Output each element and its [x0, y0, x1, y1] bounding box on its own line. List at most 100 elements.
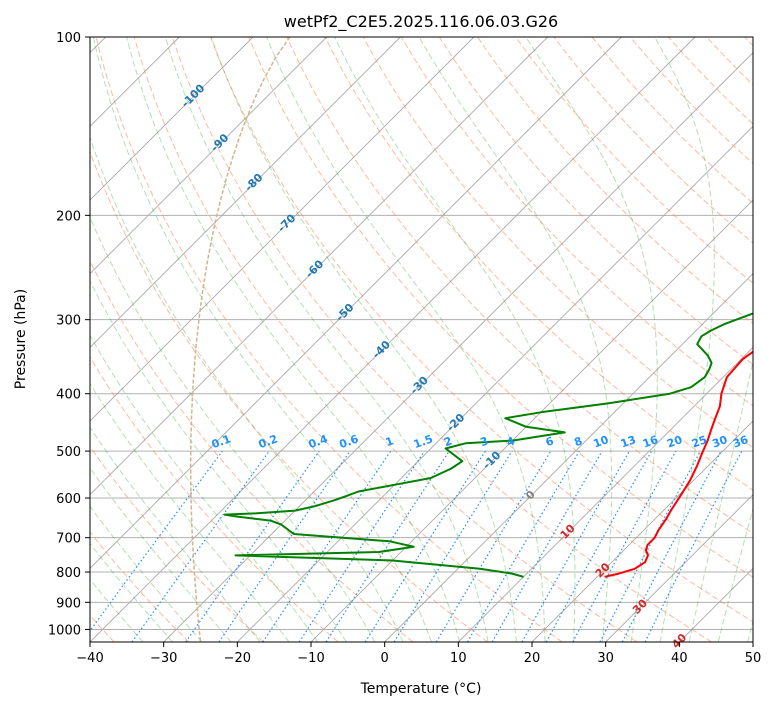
- dry-adiabat-line: [90, 259, 414, 642]
- isotherm-line: [90, 37, 548, 496]
- mixing-ratio-line: [185, 450, 320, 642]
- moist-adiabat-line: [90, 578, 144, 642]
- mixing-ratio-label: 10: [592, 433, 611, 451]
- mixing-ratio-label: 8: [572, 434, 584, 449]
- dry-adiabat-line: [95, 37, 563, 642]
- dry-adiabat-line: [90, 355, 339, 642]
- mixing-ratio-label: 25: [690, 433, 709, 450]
- x-axis: −40 −30 −20 −10 0 10 20 30 40 50: [76, 642, 761, 666]
- y-tick-label: 1000: [48, 623, 81, 638]
- isotherm-line: [90, 37, 622, 569]
- mixing-ratio-line: [218, 450, 351, 642]
- plot-background: [90, 37, 753, 642]
- isotherm-line: [90, 37, 696, 642]
- mixing-ratio-label: 2: [442, 434, 454, 449]
- y-tick-label: 500: [56, 445, 81, 460]
- y-tick-label: 100: [56, 31, 81, 46]
- dewpoint-profile: [223, 312, 753, 578]
- mixing-ratio-label: 20: [665, 433, 684, 451]
- mixing-ratio-label: 3: [478, 434, 490, 449]
- mixing-ratio-label: 16: [641, 433, 660, 451]
- moist-adiabat-line: [90, 334, 319, 642]
- mixing-ratio-line: [521, 450, 631, 642]
- mixing-ratio-line: [435, 450, 552, 642]
- isotherm-line: [458, 346, 753, 642]
- mixing-ratio-label: 0.6: [338, 432, 361, 451]
- moist-adiabat-line: [266, 37, 546, 642]
- mixing-ratio-label: 13: [619, 433, 638, 450]
- y-axis: 100 200 300 400 500 600 700 800 900 1000: [48, 31, 90, 638]
- mixing-ratio-label: 1.5: [412, 432, 435, 451]
- isotherm-line: [531, 420, 753, 642]
- dry-adiabat-line: [400, 37, 753, 407]
- y-tick-label: 200: [56, 209, 81, 224]
- moist-adiabat-line: [210, 37, 517, 642]
- x-tick-label: 50: [745, 651, 762, 666]
- mixing-ratio-line: [491, 450, 603, 642]
- dry-adiabat-line: [362, 37, 753, 449]
- moist-adiabat-line: [126, 37, 461, 642]
- mixing-ratio-line: [393, 450, 513, 642]
- moist-adiabat-line: [90, 505, 203, 642]
- isotherm-line: [384, 273, 753, 642]
- chart-title: wetPf2_C2E5.2025.116.06.03.G26: [284, 12, 558, 32]
- dry-adiabat-line: [629, 37, 753, 165]
- dry-adiabat-line: [90, 531, 190, 642]
- dry-adiabat-line: [438, 37, 753, 365]
- isotherm-line: [90, 37, 475, 422]
- moist-adiabat-line: [418, 37, 613, 642]
- moist-adiabat-line: [90, 467, 232, 642]
- y-tick-label: 400: [56, 388, 81, 403]
- isotherm-line: [90, 37, 327, 275]
- background-lines: [90, 37, 753, 642]
- moist-adiabat-line: [334, 37, 576, 642]
- x-tick-label: −30: [150, 651, 177, 666]
- x-tick-label: 10: [450, 651, 467, 666]
- moist-adiabat-line: [164, 37, 489, 642]
- x-tick-label: −10: [297, 651, 324, 666]
- dry-adiabat-line: [515, 37, 753, 284]
- dry-adiabat-line: [90, 150, 488, 642]
- dry-adiabat-line: [133, 37, 638, 642]
- isotherm-line: [163, 52, 753, 642]
- mixing-ratio-line: [325, 450, 450, 642]
- mixing-ratio-label: 4: [505, 434, 517, 449]
- y-tick-label: 300: [56, 314, 81, 329]
- plot-frame: [89, 36, 754, 643]
- mixing-ratio-line: [466, 450, 580, 642]
- moist-adiabat-line: [654, 37, 715, 642]
- mixing-ratio-label: 6: [544, 434, 556, 449]
- moist-adiabat-line: [92, 37, 432, 642]
- y-tick-label: 700: [56, 532, 81, 547]
- mixing-ratio-label: 0.1: [210, 432, 233, 451]
- moist-adiabat-line: [90, 542, 173, 642]
- isotherm-line: [237, 125, 753, 642]
- dry-adiabat-line: [553, 37, 753, 244]
- isotherm-line: [752, 641, 753, 642]
- isotherm-line: [605, 494, 753, 642]
- dry-adiabat-line: [286, 37, 753, 534]
- dry-adiabat-line: [324, 37, 753, 491]
- mixing-ratio-line: [90, 450, 223, 632]
- y-tick-label: 900: [56, 596, 81, 611]
- mixing-ratio-line: [131, 450, 270, 642]
- moist-adiabat-line: [90, 215, 376, 642]
- mixing-ratio-label: 0.2: [257, 432, 280, 451]
- mixing-ratio-label: 0.4: [307, 432, 330, 451]
- mixing-ratio-label: 1: [384, 434, 396, 449]
- sounding-profiles: [223, 312, 753, 578]
- mixing-ratio-line: [545, 450, 653, 642]
- ccl-curve: [189, 37, 291, 642]
- isotherm-line: [90, 37, 254, 201]
- x-tick-label: 40: [671, 651, 688, 666]
- x-axis-label: Temperature (°C): [360, 681, 482, 697]
- dry-adiabat-line: [210, 37, 753, 623]
- moist-adiabat-line: [90, 426, 261, 642]
- dry-adiabat-line: [477, 37, 753, 325]
- moist-adiabat-line: [525, 37, 658, 642]
- x-tick-label: 20: [524, 651, 541, 666]
- dry-adiabat-line: [248, 37, 753, 578]
- moist-adiabat-line: [90, 135, 404, 642]
- mixing-ratio-line: [364, 450, 486, 642]
